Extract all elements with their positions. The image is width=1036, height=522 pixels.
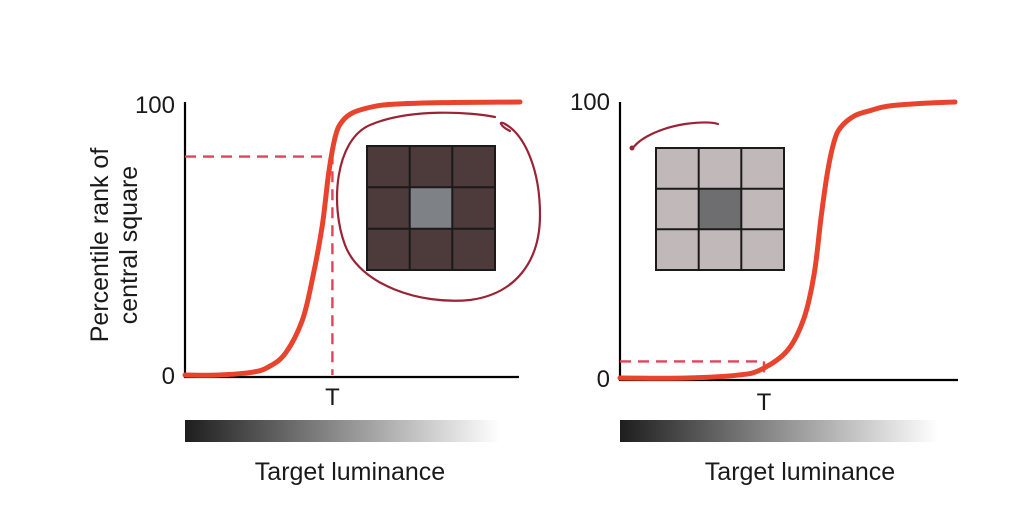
y-tick-label-0: 0 [162, 363, 175, 390]
center-square [698, 188, 742, 230]
right-plot: 100 0 T Target luminance [570, 89, 958, 486]
hand-drawn-circle-annotation [336, 111, 542, 302]
x-axis-label: Target luminance [705, 458, 895, 486]
x-tick-label-T: T [325, 384, 340, 411]
y-tick-label-100: 100 [570, 89, 610, 116]
left-reference-dashed-lines [185, 155, 334, 375]
luminance-gradient-bar [620, 420, 938, 442]
hand-drawn-arc-annotation [631, 121, 720, 150]
y-axis-label-line1: Percentile rank of [86, 148, 114, 343]
y-tick-label-100: 100 [135, 92, 175, 119]
x-axis-label: Target luminance [255, 458, 445, 486]
dark-surround-stimulus-grid [366, 145, 496, 271]
luminance-gradient-bar [185, 420, 500, 442]
right-psychometric-curve [617, 99, 958, 381]
center-square [409, 187, 453, 229]
light-surround-stimulus-grid [655, 147, 785, 271]
left-plot: Percentile rank of central square 100 0 … [86, 92, 542, 486]
right-reference-dashed-lines [620, 360, 766, 378]
hand-drawn-dot [629, 145, 635, 151]
x-tick-label-T: T [757, 389, 772, 416]
y-axis-label-line2: central square [115, 166, 143, 324]
y-tick-label-0: 0 [597, 366, 610, 393]
left-psychometric-curve [182, 99, 523, 378]
